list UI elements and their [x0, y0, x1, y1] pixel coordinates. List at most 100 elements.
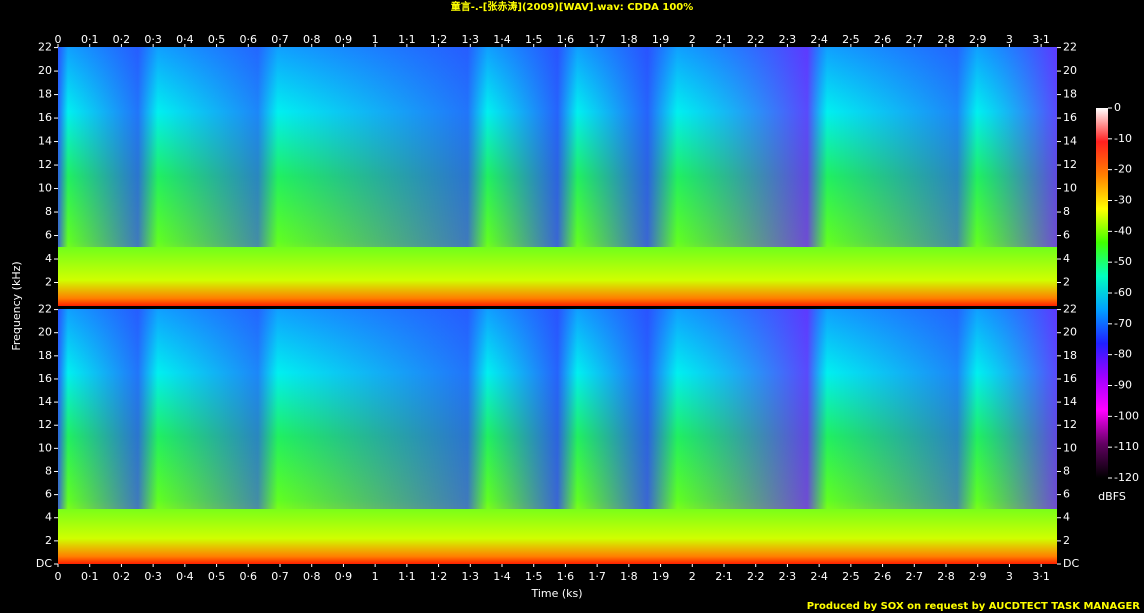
x-tick-label: 0·6 — [240, 33, 258, 46]
x-tick-label: 2·8 — [937, 33, 955, 46]
x-tick-label: 2·3 — [779, 570, 797, 583]
x-tick-label: 2·4 — [810, 570, 828, 583]
x-tick-label: 1·5 — [525, 33, 543, 46]
footer: Produced by SOX on request by AUCDTECT T… — [807, 601, 1141, 612]
colorbar-tick-label: -100 — [1114, 409, 1139, 422]
x-tick-label: 3·1 — [1032, 570, 1050, 583]
y-tick-label: 22 — [1063, 303, 1077, 316]
x-axis-label: Time (ks) — [530, 587, 582, 600]
x-tick-label: 2·2 — [747, 570, 765, 583]
y-tick-label: 2 — [45, 534, 52, 547]
y-tick-label: 22 — [38, 41, 52, 54]
x-tick-label: 2·6 — [874, 33, 892, 46]
chart-title: 童言-.-[张赤涛](2009)[WAV].wav: CDDA 100% — [451, 0, 694, 13]
y-tick-label: 22 — [1063, 41, 1077, 54]
x-tick-label: 0·6 — [240, 570, 258, 583]
x-tick-label: 2·7 — [906, 570, 924, 583]
x-tick-label: 2·6 — [874, 570, 892, 583]
x-tick-label: 0·3 — [144, 570, 162, 583]
colorbar-tick-label: -70 — [1114, 317, 1132, 330]
x-tick-label: 0 — [55, 33, 62, 46]
y-tick-label: 8 — [1063, 464, 1070, 477]
y-tick-label: 18 — [1063, 349, 1077, 362]
y-tick-label: 14 — [1063, 135, 1077, 148]
x-tick-label: 0 — [55, 570, 62, 583]
colorbar-tick-label: -50 — [1114, 255, 1132, 268]
y-tick-label: 14 — [1063, 395, 1077, 408]
y-tick-label: 4 — [1063, 252, 1070, 265]
spectrogram-right — [58, 309, 1057, 564]
y-tick-label: 8 — [45, 205, 52, 218]
x-tick-label: 0·4 — [176, 33, 194, 46]
x-tick-label: 1·3 — [462, 33, 480, 46]
y-tick-label: 20 — [1063, 64, 1077, 77]
x-tick-label: 2·5 — [842, 33, 860, 46]
y-tick-label: 6 — [1063, 488, 1070, 501]
y-tick-label: 2 — [45, 276, 52, 289]
x-tick-label: 0·3 — [144, 33, 162, 46]
x-tick-label: 1·9 — [652, 33, 670, 46]
x-tick-label: 2·5 — [842, 570, 860, 583]
x-tick-label: 3·1 — [1032, 33, 1050, 46]
x-tick-label: 0·4 — [176, 570, 194, 583]
x-tick-label: 2·9 — [969, 33, 987, 46]
x-tick-label: 1·2 — [430, 33, 448, 46]
x-tick-label: 2 — [689, 33, 696, 46]
x-tick-label: 2·8 — [937, 570, 955, 583]
x-tick-label: 0·9 — [335, 570, 353, 583]
y-tick-label: DC — [1063, 557, 1079, 570]
colorbar — [1096, 108, 1108, 478]
y-tick-label: 20 — [38, 326, 52, 339]
y-tick-label: 12 — [1063, 418, 1077, 431]
x-tick-label: 1·4 — [493, 570, 511, 583]
x-tick-label: 2·9 — [969, 570, 987, 583]
y-tick-label: 4 — [45, 511, 52, 524]
colorbar-tick-label: -30 — [1114, 194, 1132, 207]
y-tick-label: 6 — [45, 488, 52, 501]
x-tick-label: 0·1 — [81, 570, 99, 583]
colorbar-tick-label: -110 — [1114, 440, 1139, 453]
y-tick-label: 14 — [38, 135, 52, 148]
x-tick-label: 1 — [372, 570, 379, 583]
colorbar-tick-label: -40 — [1114, 224, 1132, 237]
x-tick-label: 1·2 — [430, 570, 448, 583]
y-tick-label: 10 — [38, 182, 52, 195]
y-tick-label: 10 — [38, 441, 52, 454]
colorbar-tick-label: -80 — [1114, 348, 1132, 361]
y-tick-label: 20 — [38, 64, 52, 77]
x-tick-label: 1·8 — [620, 570, 638, 583]
y-tick-label: 4 — [45, 252, 52, 265]
colorbar-label: dBFS — [1098, 490, 1126, 503]
colorbar-tick-label: -120 — [1114, 471, 1139, 484]
y-tick-label: 12 — [38, 418, 52, 431]
x-tick-label: 1·4 — [493, 33, 511, 46]
x-tick-label: 1·5 — [525, 570, 543, 583]
y-tick-label: 8 — [45, 464, 52, 477]
y-tick-label: 6 — [1063, 229, 1070, 242]
y-tick-label: 16 — [1063, 372, 1077, 385]
x-tick-label: 1·8 — [620, 33, 638, 46]
y-tick-label: 18 — [38, 349, 52, 362]
x-tick-label: 0·8 — [303, 33, 321, 46]
colorbar-tick-label: -90 — [1114, 379, 1132, 392]
y-tick-label: 2 — [1063, 276, 1070, 289]
x-tick-label: 2·1 — [715, 33, 733, 46]
x-tick-label: 0·7 — [271, 33, 289, 46]
y-tick-label: 20 — [1063, 326, 1077, 339]
y-tick-label: 16 — [38, 111, 52, 124]
y-tick-label: 10 — [1063, 182, 1077, 195]
y-tick-label: DC — [36, 557, 52, 570]
colorbar-tick-label: 0 — [1114, 101, 1121, 114]
x-tick-label: 0·7 — [271, 570, 289, 583]
y-tick-label: 22 — [38, 303, 52, 316]
y-tick-label: 4 — [1063, 511, 1070, 524]
x-tick-label: 1·1 — [398, 33, 416, 46]
x-tick-label: 0·5 — [208, 33, 226, 46]
y-tick-label: 16 — [38, 372, 52, 385]
x-tick-label: 2·4 — [810, 33, 828, 46]
x-tick-label: 0·2 — [113, 33, 131, 46]
x-tick-label: 2·3 — [779, 33, 797, 46]
x-tick-label: 1·6 — [557, 570, 575, 583]
y-tick-label: 16 — [1063, 111, 1077, 124]
